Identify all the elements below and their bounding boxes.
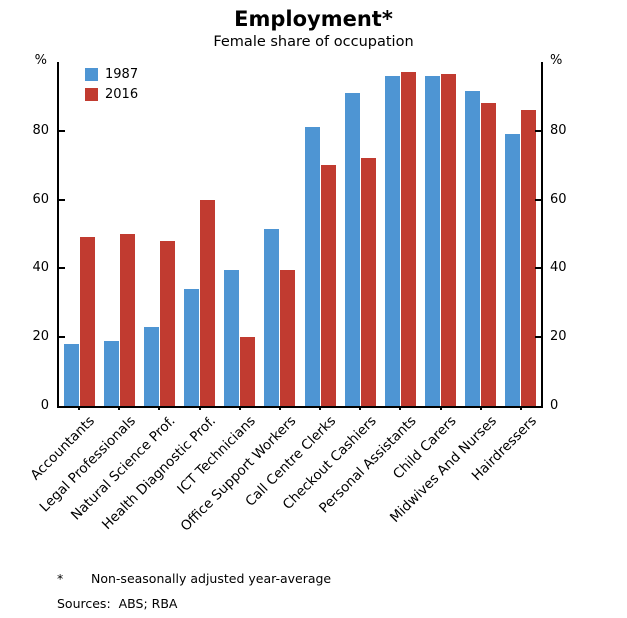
bar-group xyxy=(260,62,300,406)
footnote: * Non-seasonally adjusted year-average xyxy=(57,571,331,586)
bar-group xyxy=(380,62,420,406)
x-axis-tick xyxy=(479,406,482,410)
y-axis-tick-label-right: 20 xyxy=(550,329,567,345)
y-axis-tick xyxy=(535,336,541,339)
bar-2016 xyxy=(481,103,497,406)
bar-1987 xyxy=(384,75,400,406)
bar-2016 xyxy=(360,158,376,406)
bar-1987 xyxy=(224,270,240,406)
bar-2016 xyxy=(521,110,537,406)
y-axis-tick-label-left: 0 xyxy=(40,398,49,413)
bar-2016 xyxy=(441,74,457,406)
y-axis-tick-label-left: 80 xyxy=(32,122,49,138)
legend-item-2016: 2016 xyxy=(85,87,138,102)
y-axis-tick-label-right: 40 xyxy=(550,260,567,276)
bar-group xyxy=(340,62,380,406)
bars-container xyxy=(59,62,541,406)
y-axis-tick-label-left: 20 xyxy=(32,329,49,345)
legend-item-1987: 1987 xyxy=(85,67,138,82)
bar-1987 xyxy=(425,75,441,406)
bar-2016 xyxy=(159,240,175,406)
y-axis-tick xyxy=(535,267,541,270)
y-axis-tick-label-right: 0 xyxy=(550,398,559,413)
footnote-marker: * xyxy=(57,571,64,586)
x-axis-tick xyxy=(359,406,362,410)
x-axis-tick xyxy=(399,406,402,410)
bar-group xyxy=(180,62,220,406)
y-axis-tick xyxy=(59,267,65,270)
y-axis-tick xyxy=(535,129,541,132)
bar-group xyxy=(461,62,501,406)
footnote-text: Non-seasonally adjusted year-average xyxy=(91,571,332,586)
legend-swatch-2016 xyxy=(85,88,98,101)
y-axis-tick xyxy=(59,129,65,132)
bar-group xyxy=(59,62,99,406)
x-axis-tick xyxy=(319,406,322,410)
sources-note: Sources: ABS; RBA xyxy=(57,596,178,611)
y-axis-tick-label-right: 60 xyxy=(550,191,567,207)
bar-1987 xyxy=(184,289,200,406)
bar-1987 xyxy=(264,228,280,406)
legend: 1987 2016 xyxy=(85,67,138,102)
bar-1987 xyxy=(304,127,320,406)
x-axis-tick xyxy=(118,406,121,410)
y-axis-unit-right: % xyxy=(550,53,563,68)
legend-swatch-1987 xyxy=(85,68,98,81)
bar-group xyxy=(99,62,139,406)
bar-2016 xyxy=(200,199,216,406)
bar-group xyxy=(139,62,179,406)
y-axis-tick-label-right: 80 xyxy=(550,122,567,138)
bar-2016 xyxy=(320,165,336,406)
bar-2016 xyxy=(400,72,416,406)
y-axis-tick xyxy=(59,198,65,201)
x-axis-tick xyxy=(519,406,522,410)
plot-area: 1987 2016 xyxy=(57,62,543,410)
y-axis-tick-label-left: 40 xyxy=(32,260,49,276)
bar-1987 xyxy=(63,344,79,406)
y-axis-tick-label-left: 60 xyxy=(32,191,49,207)
bar-1987 xyxy=(103,340,119,406)
bar-group xyxy=(421,62,461,406)
bar-1987 xyxy=(465,91,481,406)
x-axis-tick xyxy=(238,406,241,410)
bar-group xyxy=(220,62,260,406)
bar-group xyxy=(300,62,340,406)
y-axis-tick xyxy=(59,336,65,339)
x-axis-tick xyxy=(158,406,161,410)
bar-2016 xyxy=(119,234,135,406)
chart-subtitle: Female share of occupation xyxy=(213,34,414,50)
bar-1987 xyxy=(143,326,159,406)
bar-2016 xyxy=(280,270,296,406)
bar-group xyxy=(501,62,541,406)
bar-2016 xyxy=(240,337,256,406)
bar-1987 xyxy=(505,134,521,406)
bar-2016 xyxy=(79,237,95,406)
legend-label-2016: 2016 xyxy=(105,87,139,102)
y-axis-tick xyxy=(535,198,541,201)
x-axis-tick xyxy=(278,406,281,410)
x-axis-tick xyxy=(439,406,442,410)
y-axis-unit-left: % xyxy=(34,53,47,68)
chart-title: Employment* xyxy=(234,7,393,31)
x-axis-tick xyxy=(198,406,201,410)
x-axis-tick xyxy=(78,406,81,410)
legend-label-1987: 1987 xyxy=(105,67,139,82)
bar-1987 xyxy=(344,92,360,406)
